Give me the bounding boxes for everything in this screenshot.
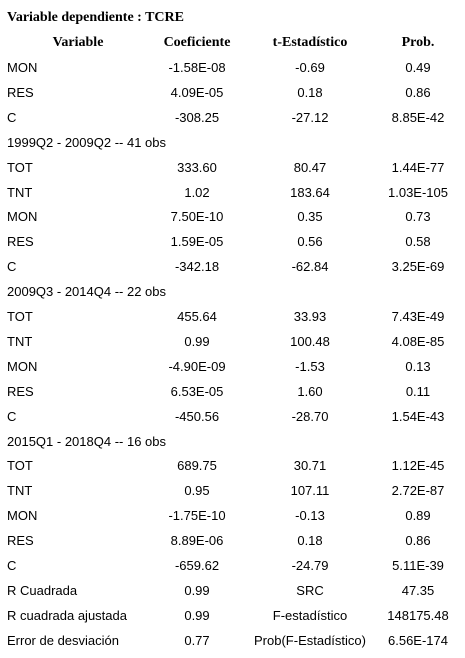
column-header: Variable <box>52 35 104 50</box>
table-cell: 1.12E-45 <box>391 458 445 474</box>
row-label: MON <box>7 358 38 374</box>
table-cell: 689.75 <box>177 458 217 474</box>
row-label: MON <box>7 508 38 524</box>
table-cell: -0.13 <box>295 508 325 524</box>
table-cell: 30.71 <box>293 458 327 474</box>
table-cell: 0.18 <box>297 533 323 549</box>
row-label: C <box>7 558 17 573</box>
table-cell: 80.47 <box>293 159 327 175</box>
table-cell: -28.70 <box>291 408 329 424</box>
table-cell: 0.86 <box>405 533 431 549</box>
table-cell: 1.59E-05 <box>170 234 224 250</box>
table-cell: 455.64 <box>177 309 217 324</box>
row-label: RES <box>7 84 34 100</box>
row-label: RES <box>7 383 34 399</box>
table-cell: -1.53 <box>295 358 325 374</box>
table-cell: 6.56E-174 <box>388 632 448 648</box>
table-cell: 3.25E-69 <box>391 259 445 275</box>
section-header: 2015Q1 - 2018Q4 -- 16 obs <box>7 433 166 449</box>
row-label: Error de desviación <box>7 632 119 648</box>
table-cell: 100.48 <box>290 333 330 349</box>
table-cell: 1.60 <box>297 383 323 399</box>
column-header: Prob. <box>401 35 435 50</box>
table-cell: 0.49 <box>405 60 431 75</box>
table-cell: 47.35 <box>401 582 435 598</box>
table-cell: 1.54E-43 <box>391 408 445 424</box>
table-cell: -62.84 <box>291 259 329 275</box>
table-cell: -4.90E-09 <box>168 358 226 374</box>
table-cell: 0.95 <box>184 483 210 499</box>
row-label: TNT <box>7 184 33 200</box>
row-label: C <box>7 109 17 125</box>
table-cell: Prob(F-Estadístico) <box>254 632 366 648</box>
table-cell: -450.56 <box>174 408 220 424</box>
table-cell: 0.89 <box>405 508 431 524</box>
table-cell: -1.75E-10 <box>168 508 226 524</box>
table-cell: 0.13 <box>405 358 431 374</box>
section-header: 2009Q3 - 2014Q4 -- 22 obs <box>7 284 166 300</box>
table-cell: 148175.48 <box>387 607 449 623</box>
table-cell: 1.02 <box>184 184 210 200</box>
table-cell: 0.99 <box>184 607 210 623</box>
table-cell: -24.79 <box>291 558 329 573</box>
table-cell: 2.72E-87 <box>391 483 445 499</box>
row-label: RES <box>7 533 34 549</box>
table-cell: 0.77 <box>184 632 210 648</box>
row-label: TNT <box>7 333 33 349</box>
table-cell: 0.11 <box>405 383 431 399</box>
row-label: TOT <box>7 309 33 324</box>
table-cell: -308.25 <box>174 109 220 125</box>
table-cell: 0.86 <box>405 84 431 100</box>
table-cell: 8.89E-06 <box>170 533 224 549</box>
table-cell: 183.64 <box>290 184 330 200</box>
row-label: TOT <box>7 159 33 175</box>
table-cell: 4.08E-85 <box>391 333 445 349</box>
table-cell: -1.58E-08 <box>168 60 226 75</box>
table-cell: 0.35 <box>297 209 323 225</box>
table-cell: 8.85E-42 <box>391 109 445 125</box>
table-cell: -342.18 <box>174 259 220 275</box>
table-cell: -27.12 <box>291 109 329 125</box>
table-title: Variable dependiente : TCRE <box>7 10 184 25</box>
table-cell: F-estadístico <box>272 607 348 623</box>
table-cell: 1.03E-105 <box>388 184 448 200</box>
table-cell: 333.60 <box>177 159 217 175</box>
row-label: R Cuadrada <box>7 582 78 598</box>
table-cell: 0.58 <box>405 234 431 250</box>
row-label: C <box>7 259 17 275</box>
row-label: TOT <box>7 458 33 474</box>
table-cell: 4.09E-05 <box>170 84 224 100</box>
row-label: MON <box>7 209 38 225</box>
table-cell: 1.44E-77 <box>391 159 445 175</box>
row-label: C <box>7 408 17 424</box>
column-header: t-Estadístico <box>272 35 348 50</box>
table-cell: 0.99 <box>184 582 210 598</box>
row-label: MON <box>7 60 38 75</box>
row-label: R cuadrada ajustada <box>7 607 127 623</box>
table-cell: -0.69 <box>295 60 325 75</box>
table-cell: 33.93 <box>293 309 327 324</box>
table-cell: 0.73 <box>405 209 431 225</box>
table-cell: 0.56 <box>297 234 323 250</box>
table-cell: 107.11 <box>290 483 330 499</box>
column-header: Coeficiente <box>163 35 231 50</box>
row-label: TNT <box>7 483 33 499</box>
table-cell: 0.99 <box>184 333 210 349</box>
table-cell: 6.53E-05 <box>170 383 224 399</box>
table-cell: 7.43E-49 <box>391 309 445 324</box>
table-cell: 7.50E-10 <box>170 209 224 225</box>
section-header: 1999Q2 - 2009Q2 -- 41 obs <box>7 134 166 150</box>
table-cell: 5.11E-39 <box>392 558 444 573</box>
row-label: RES <box>7 234 34 250</box>
table-cell: 0.18 <box>297 84 323 100</box>
table-cell: -659.62 <box>174 558 220 573</box>
table-cell: SRC <box>296 582 324 598</box>
